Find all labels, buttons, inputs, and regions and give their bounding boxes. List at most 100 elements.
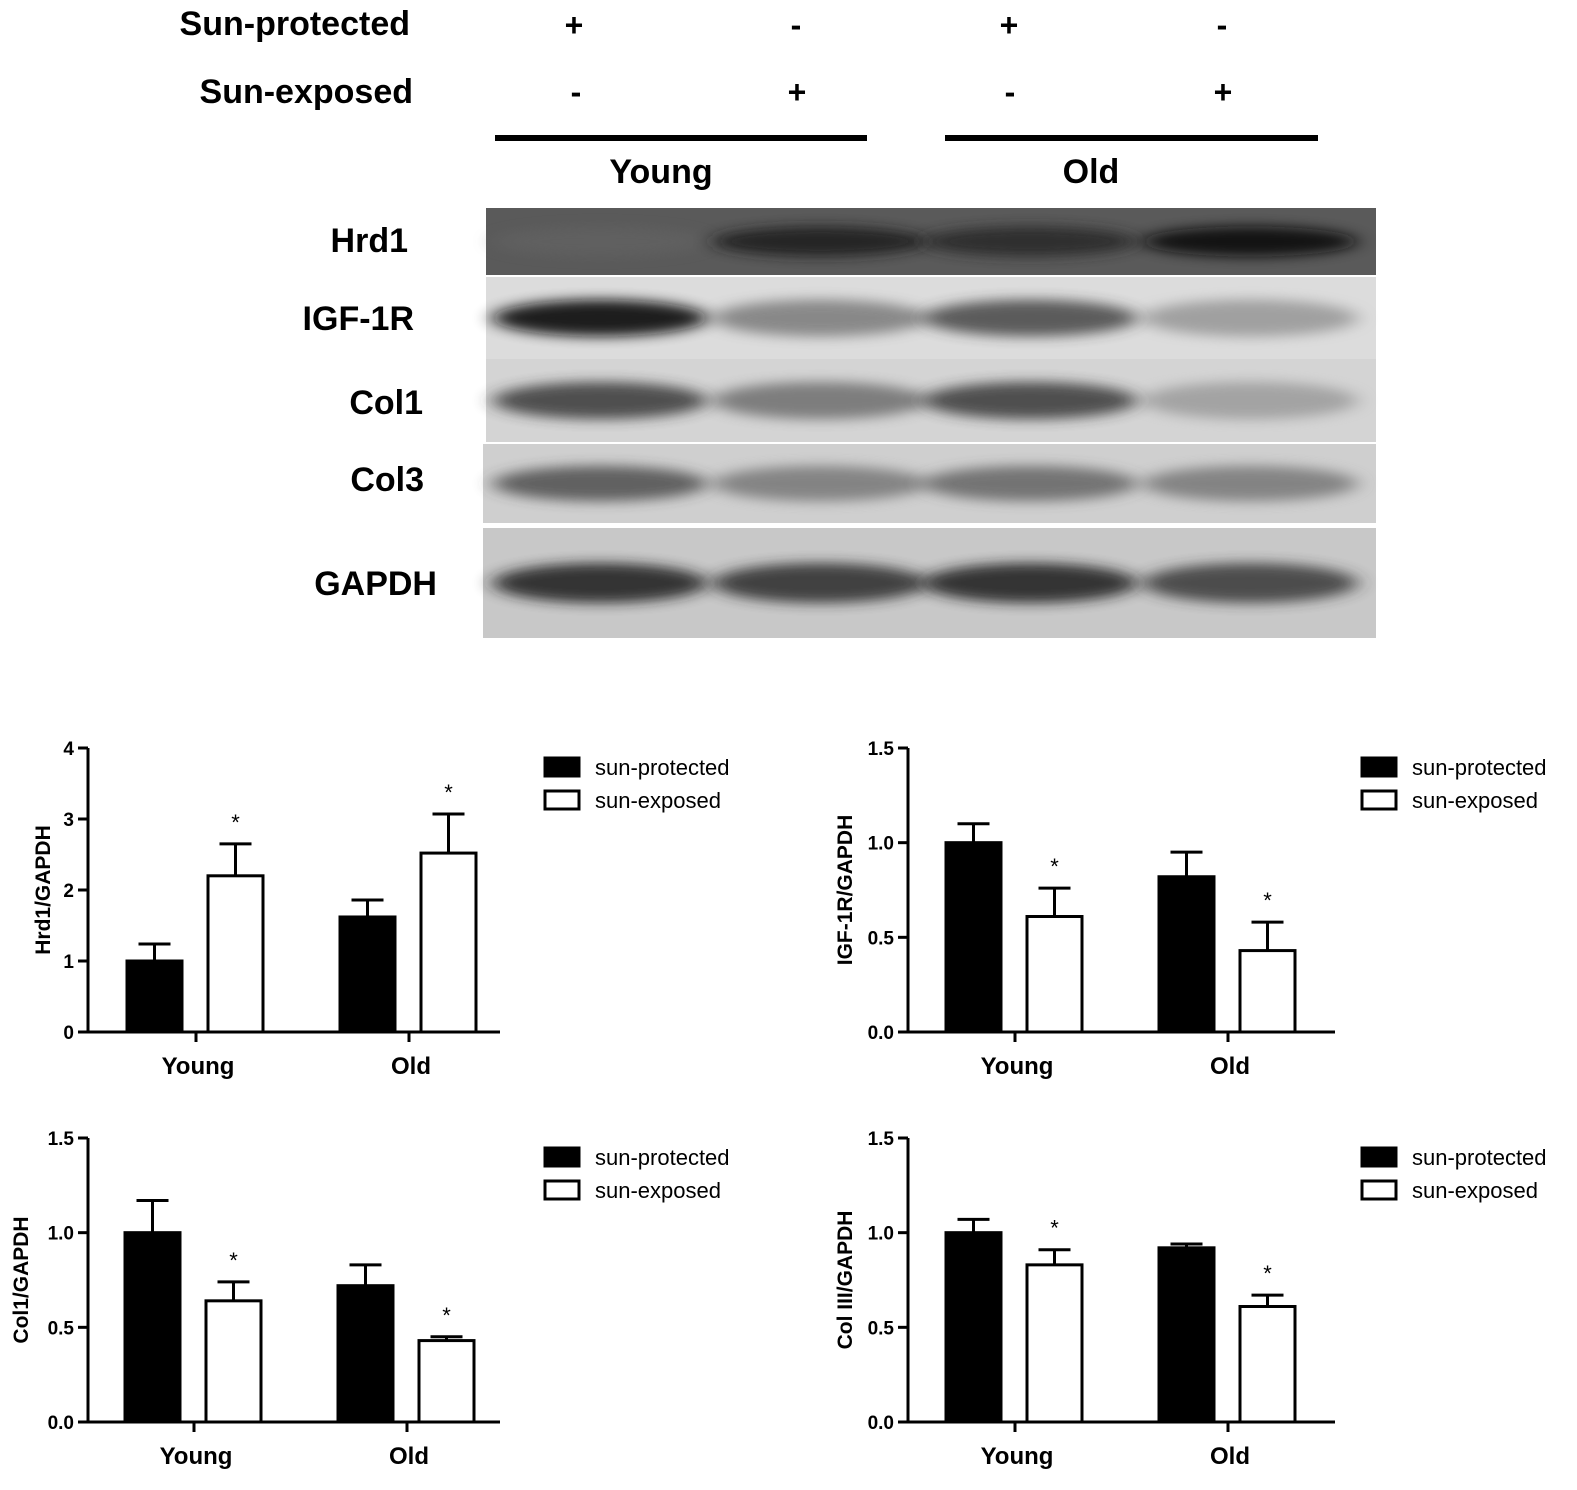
x-tick-label: Old	[391, 1053, 431, 1080]
blot-band-lane-2	[712, 563, 928, 603]
y-tick-label: 1.5	[868, 1129, 895, 1150]
bar-sun-exposed-old	[419, 851, 478, 1034]
sign-exposed-lane-4: +	[1214, 74, 1233, 110]
blot-band-lane-4	[1142, 299, 1358, 337]
y-tick-label: 3	[63, 810, 74, 831]
blot-band-lane-1	[492, 226, 708, 257]
blot-band-lane-2	[712, 299, 928, 337]
y-tick-label: 2	[63, 881, 74, 902]
blot-row-hrd1	[486, 208, 1376, 275]
legend-label: sun-protected	[1412, 755, 1547, 780]
significance-marker: *	[444, 780, 453, 805]
bar-sun-protected-old	[336, 1284, 395, 1424]
group-bar-young	[495, 135, 867, 141]
x-tick-label: Young	[160, 1443, 233, 1470]
y-tick-label: 0.0	[868, 1023, 894, 1044]
bar-sun-exposed-young	[206, 874, 265, 1034]
bar-sun-exposed-young	[1025, 1263, 1084, 1424]
band-label-col1: Col1	[349, 384, 423, 422]
band-label-igf-1r: IGF-1R	[303, 300, 414, 338]
bar-sun-protected-old	[1157, 875, 1216, 1034]
y-tick-label: 1.0	[48, 1224, 74, 1245]
chart-col1: 0.0 0.5 1.0 1.5 Col1/GAPDH Young * Old * sun-prot…	[10, 1129, 730, 1470]
sign-exposed-lane-1: -	[571, 74, 582, 110]
legend-swatch	[543, 756, 581, 778]
bar-sun-exposed-old	[1238, 949, 1297, 1034]
bar-sun-exposed-old	[417, 1339, 476, 1424]
bar-sun-exposed-young	[204, 1299, 263, 1424]
blot-row-gapdh	[483, 528, 1376, 638]
significance-marker: *	[1263, 888, 1272, 913]
blot-band-lane-1	[492, 381, 708, 420]
legend-swatch	[1360, 1146, 1398, 1168]
band-label-gapdh: GAPDH	[314, 565, 437, 603]
significance-marker: *	[229, 1248, 238, 1273]
x-tick-label: Old	[389, 1443, 429, 1470]
significance-marker: *	[442, 1303, 451, 1328]
blot-band-lane-2	[712, 226, 928, 257]
legend-swatch	[543, 1146, 581, 1168]
legend-label: sun-exposed	[1412, 1178, 1538, 1203]
blot-band-lane-2	[712, 465, 928, 502]
significance-marker: *	[231, 810, 240, 835]
sign-protected-lane-3: +	[1000, 7, 1019, 43]
legend-swatch	[543, 789, 581, 811]
y-axis-label: Hrd1/GAPDH	[32, 825, 55, 955]
blot-band-lane-1	[492, 299, 708, 337]
chart-hrd1: 0 1 2 3 4 Hrd1/GAPDH Young * Old * sun-protected su…	[32, 739, 730, 1080]
chart-col3: 0.0 0.5 1.0 1.5 Col III/GAPDH Young * Old * sun-p…	[834, 1129, 1547, 1470]
group-label-old: Old	[1063, 153, 1120, 191]
blot-band-lane-3	[922, 299, 1138, 337]
significance-marker: *	[1050, 1216, 1059, 1241]
legend-label: sun-exposed	[1412, 788, 1538, 813]
x-tick-label: Old	[1210, 1443, 1250, 1470]
y-tick-label: 0.0	[868, 1413, 894, 1434]
y-tick-label: 1.5	[868, 739, 895, 760]
y-axis-label: Col1/GAPDH	[10, 1216, 33, 1343]
bar-sun-exposed-young	[1025, 915, 1084, 1034]
legend-swatch	[1360, 789, 1398, 811]
x-tick-label: Young	[981, 1053, 1054, 1080]
y-tick-label: 0.5	[868, 928, 895, 949]
significance-marker: *	[1050, 854, 1059, 879]
blot-row-col3	[483, 444, 1376, 523]
bar-sun-protected-young	[123, 1231, 182, 1424]
blot-band-lane-4	[1142, 563, 1358, 603]
y-tick-label: 0.5	[48, 1318, 75, 1339]
sign-protected-lane-4: -	[1217, 7, 1228, 43]
blot-band-lane-4	[1142, 226, 1358, 257]
y-tick-label: 0	[63, 1023, 74, 1044]
blot-band-lane-3	[922, 563, 1138, 603]
condition-label-sun-protected: Sun-protected	[180, 5, 410, 43]
significance-marker: *	[1263, 1261, 1272, 1286]
legend-label: sun-protected	[595, 755, 730, 780]
y-axis-label: IGF-1R/GAPDH	[834, 815, 857, 966]
x-tick-label: Young	[981, 1443, 1054, 1470]
sign-exposed-lane-3: -	[1005, 74, 1016, 110]
x-tick-label: Young	[162, 1053, 235, 1080]
sign-protected-lane-1: +	[565, 7, 584, 43]
legend-swatch	[543, 1179, 581, 1201]
blot-band-lane-3	[922, 381, 1138, 420]
bar-sun-protected-young	[944, 1231, 1003, 1424]
y-tick-label: 0.5	[868, 1318, 895, 1339]
blot-band-lane-2	[712, 381, 928, 420]
y-tick-label: 1.0	[868, 834, 894, 855]
legend-label: sun-exposed	[595, 1178, 721, 1203]
bar-sun-protected-old	[1157, 1246, 1216, 1424]
blot-band-lane-4	[1142, 465, 1358, 502]
bar-sun-protected-old	[338, 915, 397, 1034]
band-label-col3: Col3	[350, 461, 424, 499]
y-tick-label: 1.5	[48, 1129, 75, 1150]
y-axis-label: Col III/GAPDH	[834, 1211, 857, 1350]
blot-band-lane-1	[492, 465, 708, 502]
y-tick-label: 1	[63, 952, 74, 973]
sign-protected-lane-2: -	[791, 7, 802, 43]
blot-band-lane-3	[922, 465, 1138, 502]
y-tick-label: 0.0	[48, 1413, 74, 1434]
band-label-hrd1: Hrd1	[331, 222, 408, 260]
legend-label: sun-exposed	[595, 788, 721, 813]
condition-label-sun-exposed: Sun-exposed	[200, 73, 413, 111]
legend-swatch	[1360, 756, 1398, 778]
blot-row-igf-1r	[486, 277, 1376, 359]
